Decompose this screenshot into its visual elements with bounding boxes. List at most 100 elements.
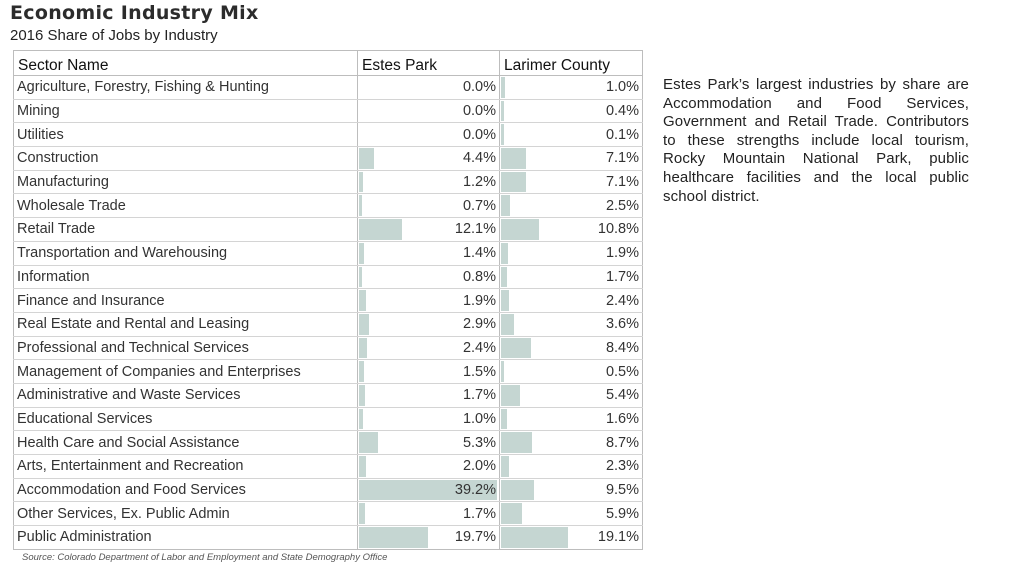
- sector-name-cell: Manufacturing: [13, 170, 358, 195]
- larimer-county-cell: 0.4%: [499, 99, 643, 124]
- table-row: Wholesale Trade 0.7% 2.5%: [13, 193, 643, 219]
- larimer-county-cell: 0.5%: [499, 359, 643, 384]
- estes-park-cell: 5.3%: [357, 430, 500, 455]
- estes-park-share-bar: [359, 219, 402, 240]
- sector-name-cell: Professional and Technical Services: [13, 336, 358, 361]
- sector-name-cell: Retail Trade: [13, 217, 358, 242]
- larimer-county-value: 7.1%: [605, 174, 639, 191]
- table-row: Utilities 0.0% 0.1%: [13, 122, 643, 148]
- larimer-county-value: 1.0%: [605, 79, 639, 96]
- estes-park-value: 0.0%: [462, 103, 496, 120]
- sector-name-cell: Health Care and Social Assistance: [13, 430, 358, 455]
- estes-park-share-bar: [359, 479, 497, 501]
- estes-park-share-bar: [359, 384, 365, 406]
- estes-park-value: 1.7%: [462, 505, 496, 522]
- estes-park-share-bar: [359, 242, 364, 264]
- table-row: Arts, Entertainment and Recreation 2.0% 2.…: [13, 454, 643, 479]
- larimer-county-value: 0.5%: [605, 363, 639, 380]
- larimer-county-cell: 1.6%: [499, 407, 643, 432]
- larimer-county-cell: 5.9%: [499, 501, 643, 527]
- sector-name-cell: Mining: [13, 99, 358, 124]
- sector-name-cell: Administrative and Waste Services: [13, 383, 358, 408]
- estes-park-share-bar: [359, 503, 365, 525]
- larimer-county-cell: 1.7%: [499, 265, 643, 290]
- larimer-county-cell: 2.5%: [499, 193, 643, 219]
- estes-park-share-bar: [359, 313, 369, 335]
- estes-park-value: 1.2%: [462, 174, 496, 191]
- larimer-county-share-bar: [501, 242, 508, 264]
- industry-mix-table: Sector Name Estes Park Larimer County Ag…: [13, 50, 643, 550]
- larimer-county-cell: 8.4%: [499, 336, 643, 361]
- table-row: Finance and Insurance 1.9% 2.4%: [13, 288, 643, 313]
- table-row: Retail Trade 12.1% 10.8%: [13, 217, 643, 242]
- larimer-county-value: 3.6%: [605, 316, 639, 333]
- estes-park-value: 1.9%: [462, 292, 496, 309]
- table-row: Construction 4.4% 7.1%: [13, 146, 643, 171]
- larimer-county-share-bar: [501, 456, 509, 477]
- larimer-county-cell: 2.4%: [499, 288, 643, 313]
- larimer-county-cell: 10.8%: [499, 217, 643, 242]
- larimer-county-share-bar: [501, 195, 510, 217]
- larimer-county-share-bar: [501, 408, 507, 430]
- larimer-county-value: 19.1%: [597, 529, 639, 546]
- estes-park-share-bar: [359, 148, 374, 169]
- larimer-county-cell: 1.9%: [499, 241, 643, 266]
- larimer-county-cell: 3.6%: [499, 312, 643, 337]
- larimer-county-share-bar: [501, 384, 520, 406]
- estes-park-cell: 1.5%: [357, 359, 500, 384]
- estes-park-cell: 2.0%: [357, 454, 500, 479]
- table-header-row: Sector Name Estes Park Larimer County: [13, 50, 643, 76]
- larimer-county-cell: 7.1%: [499, 170, 643, 195]
- estes-park-cell: 1.9%: [357, 288, 500, 313]
- estes-park-cell: 39.2%: [357, 478, 500, 503]
- larimer-county-value: 1.7%: [605, 268, 639, 285]
- larimer-county-cell: 7.1%: [499, 146, 643, 171]
- estes-park-value: 12.1%: [454, 221, 496, 238]
- estes-park-cell: 1.2%: [357, 170, 500, 195]
- sector-name-cell: Arts, Entertainment and Recreation: [13, 454, 358, 479]
- estes-park-value: 0.7%: [462, 197, 496, 214]
- larimer-county-share-bar: [501, 313, 514, 335]
- estes-park-cell: 1.7%: [357, 383, 500, 408]
- sector-name-cell: Educational Services: [13, 407, 358, 432]
- estes-park-value: 1.4%: [462, 245, 496, 262]
- table-row: Professional and Technical Services 2.4% 8…: [13, 336, 643, 361]
- estes-park-share-bar: [359, 361, 364, 382]
- sector-name-cell: Public Administration: [13, 525, 358, 550]
- estes-park-cell: 0.8%: [357, 265, 500, 290]
- estes-park-share-bar: [359, 290, 366, 311]
- larimer-county-value: 5.9%: [605, 505, 639, 522]
- sector-name-cell: Real Estate and Rental and Leasing: [13, 312, 358, 337]
- page-title: Economic Industry Mix: [10, 2, 259, 24]
- estes-park-cell: 0.7%: [357, 193, 500, 219]
- estes-park-value: 4.4%: [462, 150, 496, 167]
- estes-park-value: 0.0%: [462, 126, 496, 143]
- larimer-county-value: 8.4%: [605, 339, 639, 356]
- header-sector-name: Sector Name: [13, 50, 358, 76]
- table-row: Accommodation and Food Services 39.2% 9.5%: [13, 478, 643, 503]
- estes-park-cell: 4.4%: [357, 146, 500, 171]
- estes-park-value: 1.0%: [462, 410, 496, 427]
- sector-name-cell: Construction: [13, 146, 358, 171]
- estes-park-cell: 0.0%: [357, 99, 500, 124]
- larimer-county-share-bar: [501, 432, 532, 453]
- table-row: Management of Companies and Enterprises 1…: [13, 359, 643, 384]
- larimer-county-share-bar: [501, 479, 534, 501]
- table-row: Public Administration 19.7% 19.1%: [13, 525, 643, 550]
- sector-name-cell: Management of Companies and Enterprises: [13, 359, 358, 384]
- estes-park-share-bar: [359, 456, 366, 477]
- larimer-county-cell: 0.1%: [499, 122, 643, 148]
- estes-park-value: 19.7%: [454, 529, 496, 546]
- estes-park-cell: 2.4%: [357, 336, 500, 361]
- page-subtitle: 2016 Share of Jobs by Industry: [10, 27, 218, 44]
- summary-paragraph: Estes Park’s largest industries by share…: [663, 76, 969, 205]
- sector-name-cell: Transportation and Warehousing: [13, 241, 358, 266]
- larimer-county-value: 2.4%: [605, 292, 639, 309]
- table-row: Information 0.8% 1.7%: [13, 265, 643, 290]
- larimer-county-share-bar: [501, 148, 526, 169]
- estes-park-value: 1.7%: [462, 387, 496, 404]
- estes-park-value: 1.5%: [462, 363, 496, 380]
- estes-park-value: 2.9%: [462, 316, 496, 333]
- larimer-county-value: 9.5%: [605, 482, 639, 499]
- header-estes-park: Estes Park: [357, 50, 500, 76]
